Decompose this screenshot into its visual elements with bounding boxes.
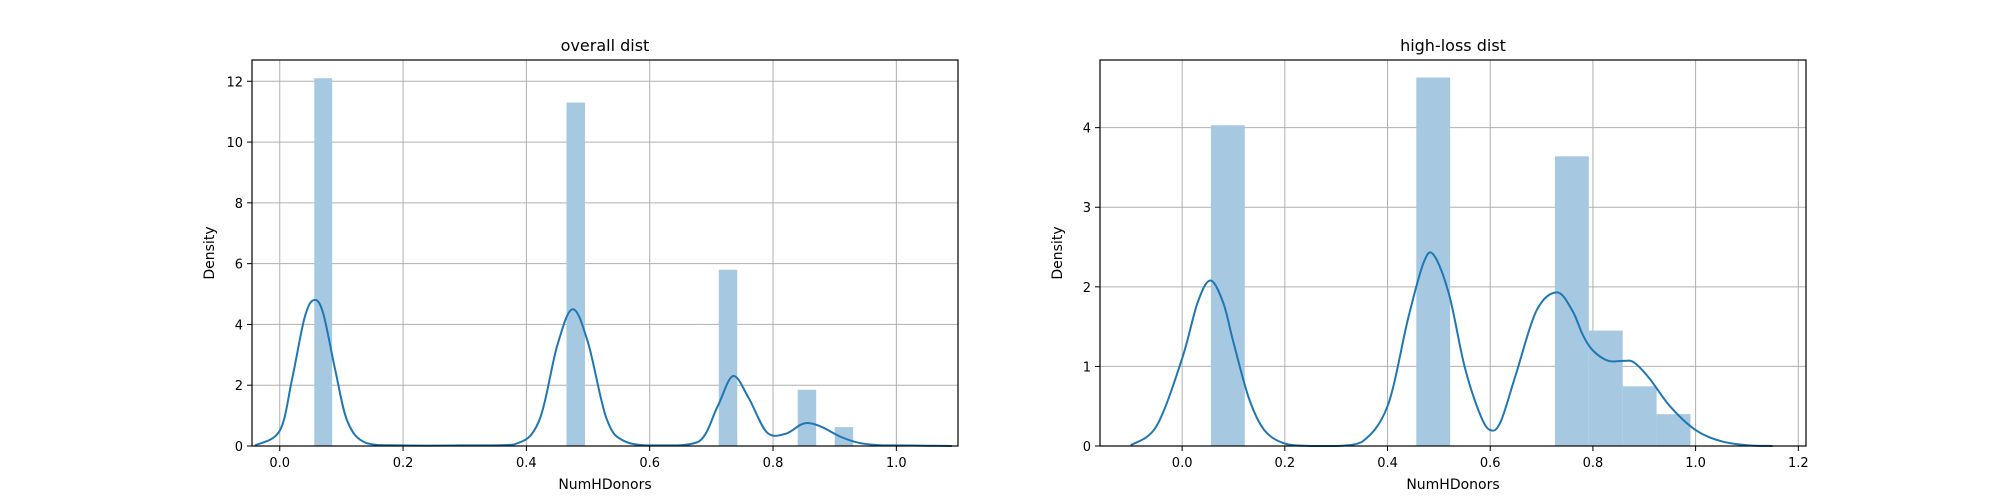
y-tick-label: 1 (1083, 360, 1091, 375)
x-tick-label: 0.8 (763, 456, 784, 471)
histogram-bar (834, 427, 854, 446)
kde-line (1130, 251, 1773, 448)
gridlines (1100, 60, 1806, 447)
x-axis-label: NumHDonors (1406, 477, 1499, 493)
chart-title: high-loss dist (1400, 36, 1506, 55)
y-tick-label: 4 (1083, 122, 1091, 137)
y-tick-label: 6 (235, 258, 243, 273)
x-tick-label: 0.0 (269, 456, 290, 471)
x-tick-label: 0.2 (1274, 456, 1295, 471)
x-tick-label: 0.0 (1172, 456, 1193, 471)
histogram-bar (566, 102, 585, 446)
chart-title: overall dist (561, 36, 650, 55)
histogram-bars (1210, 77, 1691, 447)
histogram-bar (314, 78, 333, 447)
y-tick-label: 10 (226, 136, 243, 151)
histogram-bar (1416, 77, 1451, 446)
x-tick-label: 0.8 (1583, 456, 1604, 471)
histogram-bars (314, 78, 854, 447)
histogram-bar (1656, 414, 1691, 446)
y-tick-label: 2 (1083, 281, 1091, 296)
kde-series (1130, 251, 1773, 448)
y-tick-label: 3 (1083, 201, 1091, 216)
histogram-bar (1588, 330, 1623, 446)
y-axis-label: Density (1050, 226, 1066, 279)
x-tick-label: 0.6 (639, 456, 660, 471)
kde-line (254, 298, 952, 447)
x-tick-label: 0.4 (1377, 456, 1398, 471)
x-tick-label: 1.0 (886, 456, 907, 471)
plot-frame-overall (251, 59, 959, 447)
chart-high-loss: 0.0 0.2 0.4 0.6 0.8 1.0 1.2 0 1 2 3 4 high-loss dist… (1050, 36, 1809, 493)
x-tick-label: 0.2 (393, 456, 414, 471)
histogram-bar (797, 389, 817, 446)
x-tick-label: 0.6 (1480, 456, 1501, 471)
y-axis-label: Density (202, 226, 218, 279)
histogram-bar (718, 269, 738, 446)
y-tick-label: 2 (235, 379, 243, 394)
histogram-bar (1554, 156, 1589, 446)
chart-overall: 0.0 0.2 0.4 0.6 0.8 1.0 0 2 4 6 8 10 12 overall dist N… (202, 36, 959, 493)
x-tick-label: 1.2 (1788, 456, 1809, 471)
y-tick-label: 4 (235, 318, 243, 333)
y-tick-label: 0 (1083, 440, 1091, 455)
plot-frame-high-loss (1099, 59, 1807, 447)
x-tick-label: 0.4 (516, 456, 537, 471)
kde-series (254, 298, 952, 447)
histogram-bar (1622, 386, 1657, 446)
y-tick-label: 12 (226, 75, 243, 90)
x-axis-label: NumHDonors (558, 477, 651, 493)
x-tick-label: 1.0 (1685, 456, 1706, 471)
gridlines (252, 60, 958, 447)
y-tick-label: 8 (235, 197, 243, 212)
y-tick-label: 0 (235, 440, 243, 455)
